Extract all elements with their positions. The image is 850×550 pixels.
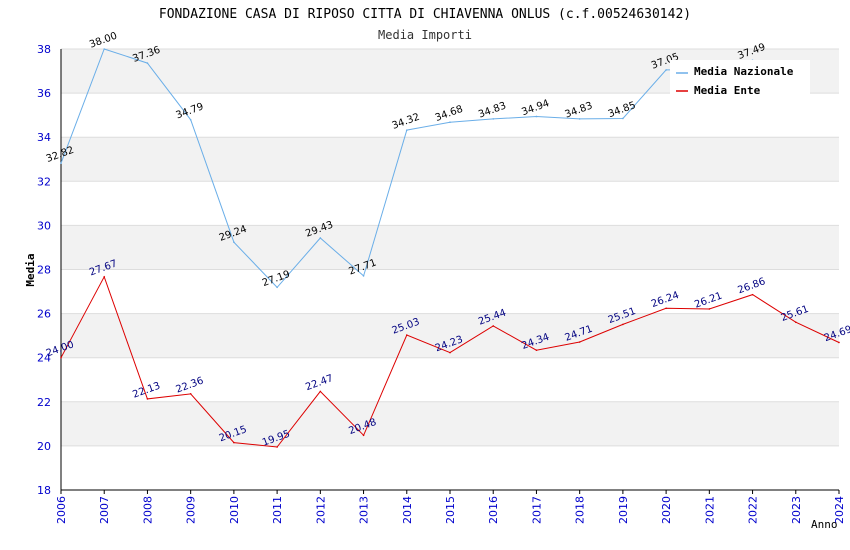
data-point-media-nazionale <box>492 118 495 120</box>
x-tick-label: 2019 <box>617 496 630 524</box>
series-lines <box>60 48 840 448</box>
data-point-media-ente <box>103 275 106 278</box>
grid-band <box>61 313 839 358</box>
data-point-media-nazionale <box>60 162 62 165</box>
y-tick-label: 36 <box>37 87 51 100</box>
data-point-media-ente <box>578 341 581 343</box>
data-point-media-ente <box>362 434 365 437</box>
data-point-media-nazionale <box>535 115 538 118</box>
y-tick-label: 24 <box>37 352 51 365</box>
grid-band <box>61 181 839 226</box>
x-tick-label: 2015 <box>444 496 457 524</box>
grid-band <box>61 269 839 314</box>
x-tick-label: 2011 <box>271 496 284 524</box>
y-tick-label: 30 <box>37 219 51 232</box>
y-tick-label: 22 <box>37 396 51 409</box>
data-point-media-nazionale <box>276 286 278 289</box>
chart-title: FONDAZIONE CASA DI RIPOSO CITTA DI CHIAV… <box>159 7 691 22</box>
x-tick-labels: 2006 2007 2008 2009 2010 2011 2012 2013 2014 2015… <box>55 490 846 524</box>
data-point-media-nazionale <box>578 118 581 120</box>
x-tick-label: 2007 <box>98 496 111 524</box>
data-point-media-ente <box>233 441 235 444</box>
data-point-media-ente <box>449 351 451 354</box>
data-point-media-nazionale <box>146 62 149 64</box>
x-axis-label: Anno <box>811 518 838 531</box>
legend: Media Nazionale Media Ente <box>670 60 810 97</box>
y-tick-label: 20 <box>37 440 51 453</box>
data-point-media-ente <box>708 308 711 310</box>
data-point-media-nazionale <box>103 48 106 50</box>
data-point-media-ente <box>276 446 278 448</box>
grid-band <box>61 401 839 446</box>
x-tick-label: 2009 <box>185 496 198 524</box>
data-point-media-ente <box>189 393 192 395</box>
grid-band <box>61 137 839 182</box>
legend-label-media-nazionale: Media Nazionale <box>694 65 794 78</box>
x-tick-label: 2024 <box>833 496 846 524</box>
grid-band <box>61 93 839 138</box>
data-point-media-ente <box>794 321 797 323</box>
y-tick-label: 26 <box>37 308 51 321</box>
grid-bands <box>61 49 839 490</box>
data-point-media-ente <box>665 307 667 310</box>
data-point-media-ente <box>60 356 62 359</box>
chart-subtitle: Media Importi <box>378 28 472 42</box>
y-tick-label: 18 <box>37 484 51 497</box>
x-tick-label: 2010 <box>228 496 241 524</box>
y-tick-label: 34 <box>37 131 51 144</box>
data-point-media-ente <box>405 334 408 336</box>
y-tick-label: 28 <box>37 264 51 277</box>
x-tick-label: 2016 <box>487 496 500 524</box>
x-tick-label: 2012 <box>314 496 327 524</box>
data-point-media-ente <box>319 390 322 393</box>
y-tick-labels: 18 20 22 24 26 28 30 32 34 36 38 <box>37 43 51 497</box>
data-point-media-ente <box>838 341 840 344</box>
y-tick-label: 32 <box>37 175 51 188</box>
data-point-media-ente <box>622 323 624 326</box>
data-point-media-nazionale <box>622 117 624 120</box>
grid-band <box>61 225 839 270</box>
data-point-media-ente <box>146 398 149 400</box>
grid-band <box>61 445 839 490</box>
x-tick-label: 2018 <box>574 496 587 524</box>
x-tick-label: 2008 <box>141 496 154 524</box>
legend-box <box>670 60 810 96</box>
data-point-media-nazionale <box>319 237 322 239</box>
data-point-media-nazionale <box>362 275 365 277</box>
data-label-media-nazionale: 38.00 <box>88 31 119 51</box>
data-point-media-nazionale <box>405 129 408 131</box>
data-point-media-ente <box>492 325 495 327</box>
x-tick-label: 2014 <box>401 496 414 524</box>
x-tick-label: 2023 <box>790 496 803 524</box>
x-tick-label: 2013 <box>358 496 371 524</box>
data-point-media-nazionale <box>189 118 192 121</box>
x-tick-label: 2006 <box>55 496 68 524</box>
data-point-media-ente <box>751 293 754 296</box>
data-point-media-nazionale <box>665 69 667 71</box>
x-tick-label: 2017 <box>530 496 543 524</box>
data-point-media-nazionale <box>449 121 451 124</box>
y-tick-label: 38 <box>37 43 51 56</box>
data-point-media-nazionale <box>233 241 235 243</box>
x-tick-label: 2022 <box>747 496 760 524</box>
data-point-media-ente <box>535 349 538 352</box>
x-tick-label: 2021 <box>703 496 716 524</box>
y-axis-label: Media <box>24 253 37 286</box>
legend-label-media-ente: Media Ente <box>694 84 761 97</box>
x-tick-label: 2020 <box>660 496 673 524</box>
